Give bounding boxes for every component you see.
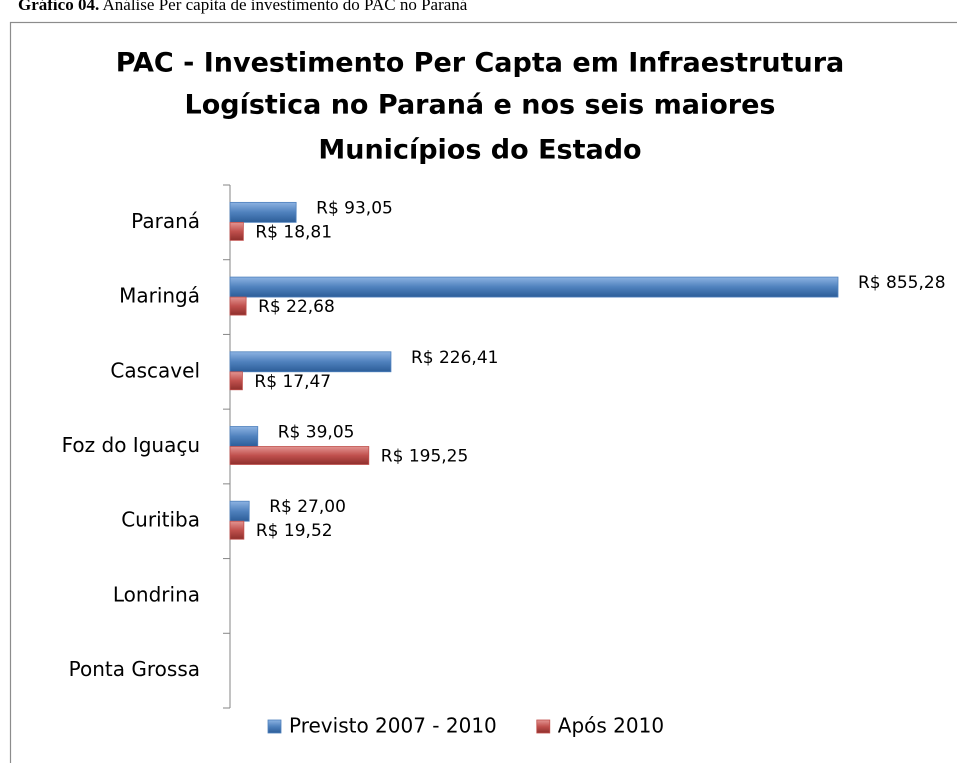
category-label: Londrina [113,582,200,606]
category-label: Foz do Iguaçu [62,433,200,457]
value-label: R$ 195,25 [381,447,469,467]
chart-title: PAC - Investimento Per Capta em Infraest… [116,48,845,79]
chart-title: Logística no Paraná e nos seis maiores [185,90,776,121]
legend-swatch [536,719,551,734]
category-label: Paraná [131,209,200,233]
bar [229,520,245,540]
caption: Gráfico 04. Análise Per capita de invest… [18,0,468,14]
value-label: R$ 18,81 [255,222,332,242]
value-label: R$ 226,41 [411,348,499,368]
category-label: Cascavel [110,358,200,382]
bar [229,500,250,522]
bar [229,446,370,465]
category-label: Maringá [119,284,200,308]
legend-label: Previsto 2007 - 2010 [289,714,497,738]
value-label: R$ 22,68 [258,297,335,317]
legend-swatch [267,719,282,734]
bar [229,276,839,298]
caption-text: Análise Per capita de investimento do PA… [103,0,468,14]
category-label: Ponta Grossa [69,657,200,681]
bar [229,296,247,316]
bar [229,221,244,241]
chart-title: Municípios do Estado [318,135,641,166]
value-label: R$ 39,05 [278,423,355,443]
legend-label: Após 2010 [558,714,664,738]
bar [229,371,243,391]
bar [229,201,297,223]
value-label: R$ 27,00 [269,497,346,517]
value-label: R$ 855,28 [858,273,946,293]
bar [229,426,259,447]
category-label: Curitiba [121,508,200,532]
caption-label: Gráfico 04. [18,0,99,14]
chart-frame [9,21,957,763]
value-label: R$ 19,52 [256,521,333,541]
bar [229,351,392,373]
value-label: R$ 93,05 [316,198,393,218]
value-label: R$ 17,47 [254,372,331,392]
